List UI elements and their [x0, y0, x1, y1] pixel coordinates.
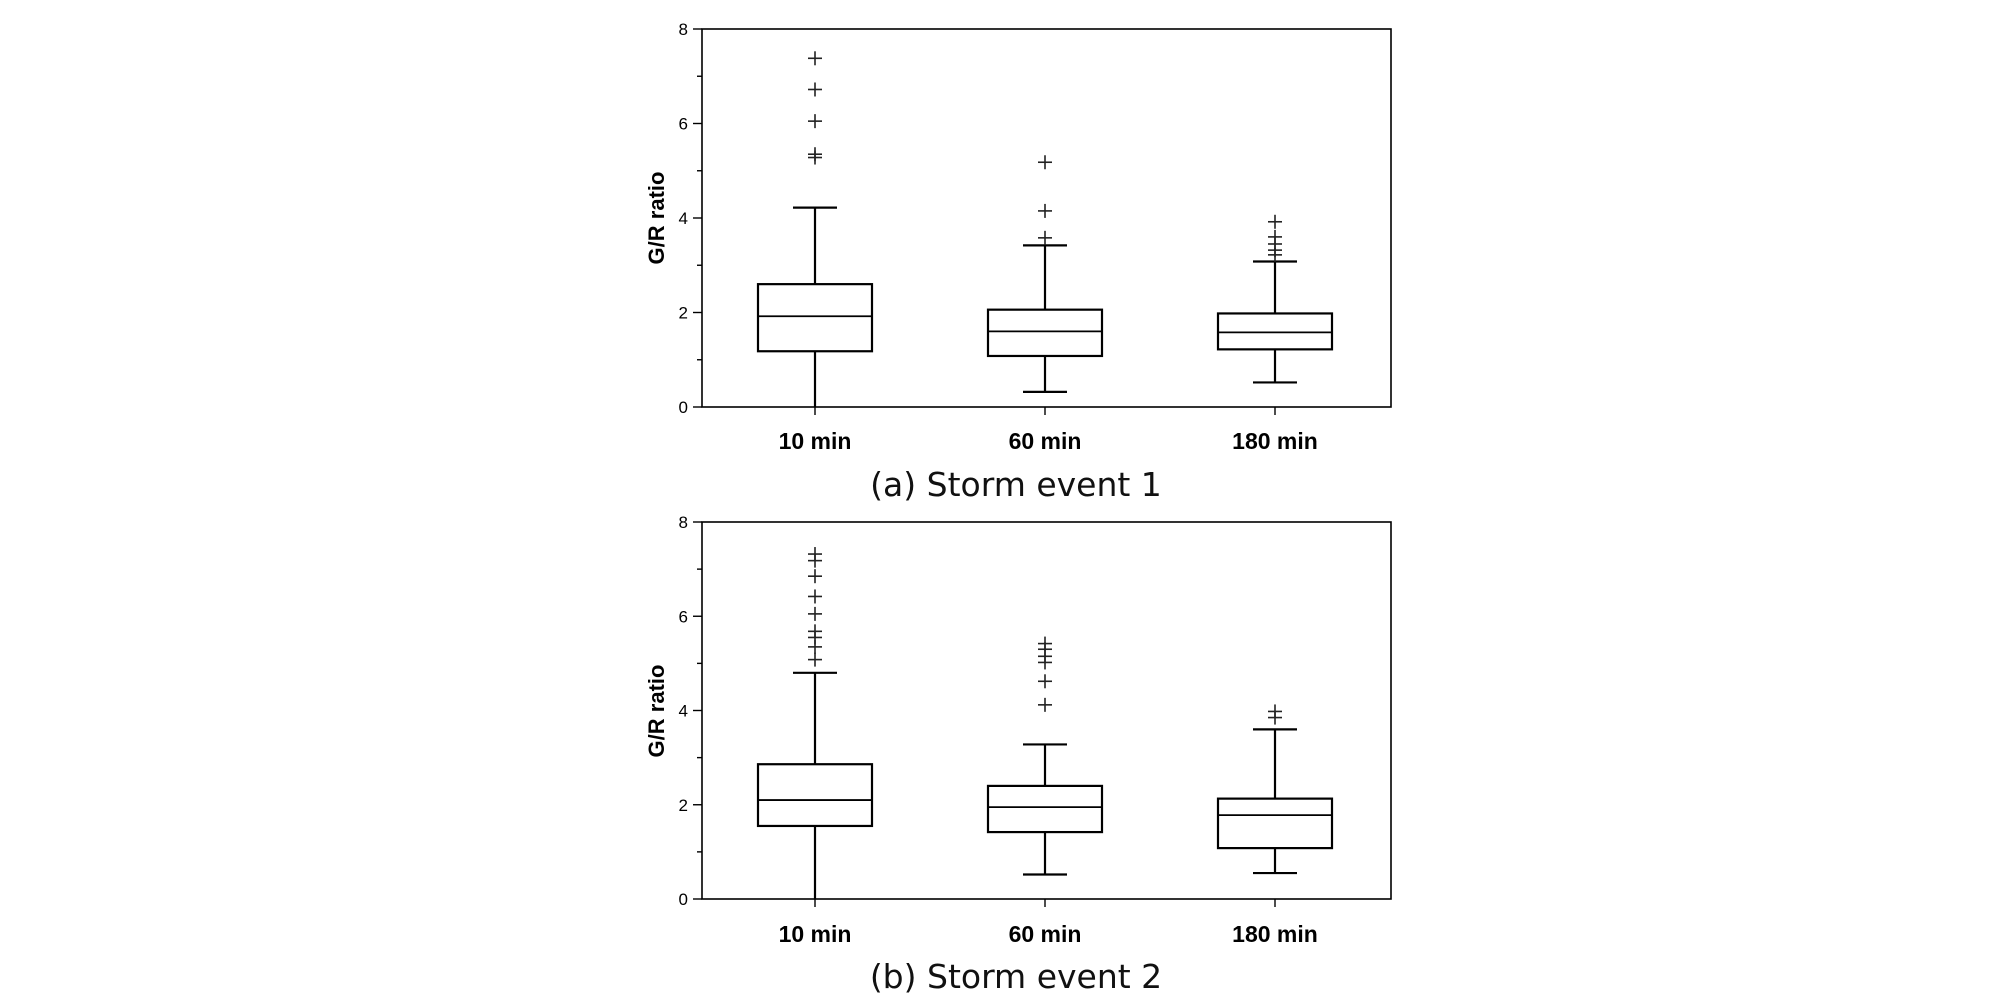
- x-category-label: 60 min: [1009, 428, 1082, 454]
- outlier-marker: [808, 147, 822, 162]
- y-tick-label: 4: [679, 702, 688, 721]
- panel-storm-event-1: 0 2 4 6 8 10 min 60 min 180 min G/R ratio (a) …: [644, 20, 1392, 504]
- panel-caption: (a) Storm event 1: [870, 465, 1162, 504]
- x-category-label: 180 min: [1232, 921, 1318, 947]
- y-tick-label: 4: [679, 209, 688, 228]
- iqr-box: [756, 763, 874, 828]
- y-tick-label: 6: [679, 115, 688, 134]
- outlier-marker: [1038, 230, 1052, 245]
- box-plot-10-min: 10 min: [756, 547, 874, 947]
- box-plot-60-min: 60 min: [986, 636, 1104, 947]
- box-plot-180-min: 180 min: [1216, 704, 1334, 947]
- outlier-marker: [1038, 203, 1052, 218]
- outlier-marker: [1038, 155, 1052, 170]
- box-plots: 10 min 60 min 180 min: [756, 547, 1334, 947]
- outlier-marker: [808, 606, 822, 621]
- outlier-marker: [1268, 229, 1282, 244]
- y-tick-label: 6: [679, 607, 688, 626]
- y-tick-label: 2: [679, 796, 688, 815]
- outlier-marker: [808, 547, 822, 562]
- outlier-marker: [808, 114, 822, 129]
- y-axis: 0 2 4 6 8: [679, 20, 702, 417]
- box-plot-10-min: 10 min: [756, 51, 874, 454]
- iqr-box: [986, 784, 1104, 834]
- outlier-marker: [1038, 674, 1052, 689]
- panel-caption: (b) Storm event 2: [870, 957, 1162, 996]
- iqr-box: [756, 283, 874, 353]
- x-category-label: 60 min: [1009, 921, 1082, 947]
- box-plot-60-min: 60 min: [986, 155, 1104, 454]
- outlier-marker: [808, 51, 822, 66]
- y-tick-label: 0: [679, 398, 688, 417]
- outlier-marker: [808, 589, 822, 604]
- panel-storm-event-2: 0 2 4 6 8 10 min 60 min 180 min G/R ratio (b) …: [644, 513, 1392, 996]
- outlier-marker: [1038, 697, 1052, 712]
- y-tick-label: 8: [679, 20, 688, 39]
- outlier-marker: [1268, 704, 1282, 719]
- y-axis-title: G/R ratio: [644, 172, 669, 265]
- x-category-label: 180 min: [1232, 428, 1318, 454]
- outlier-marker: [808, 569, 822, 584]
- iqr-box: [1216, 797, 1334, 850]
- box-plots: 10 min 60 min 180 min: [756, 51, 1334, 454]
- y-axis-title: G/R ratio: [644, 665, 669, 758]
- outlier-marker: [808, 624, 822, 639]
- x-category-label: 10 min: [779, 921, 852, 947]
- iqr-box: [1216, 312, 1334, 351]
- y-tick-label: 2: [679, 304, 688, 323]
- outlier-marker: [1268, 214, 1282, 229]
- box-plot-180-min: 180 min: [1216, 214, 1334, 454]
- outlier-marker: [808, 82, 822, 97]
- iqr-box: [986, 308, 1104, 358]
- outlier-marker: [808, 652, 822, 667]
- y-tick-label: 0: [679, 890, 688, 909]
- y-axis: 0 2 4 6 8: [679, 513, 702, 909]
- outlier-marker: [1038, 636, 1052, 651]
- y-tick-label: 8: [679, 513, 688, 532]
- x-category-label: 10 min: [779, 428, 852, 454]
